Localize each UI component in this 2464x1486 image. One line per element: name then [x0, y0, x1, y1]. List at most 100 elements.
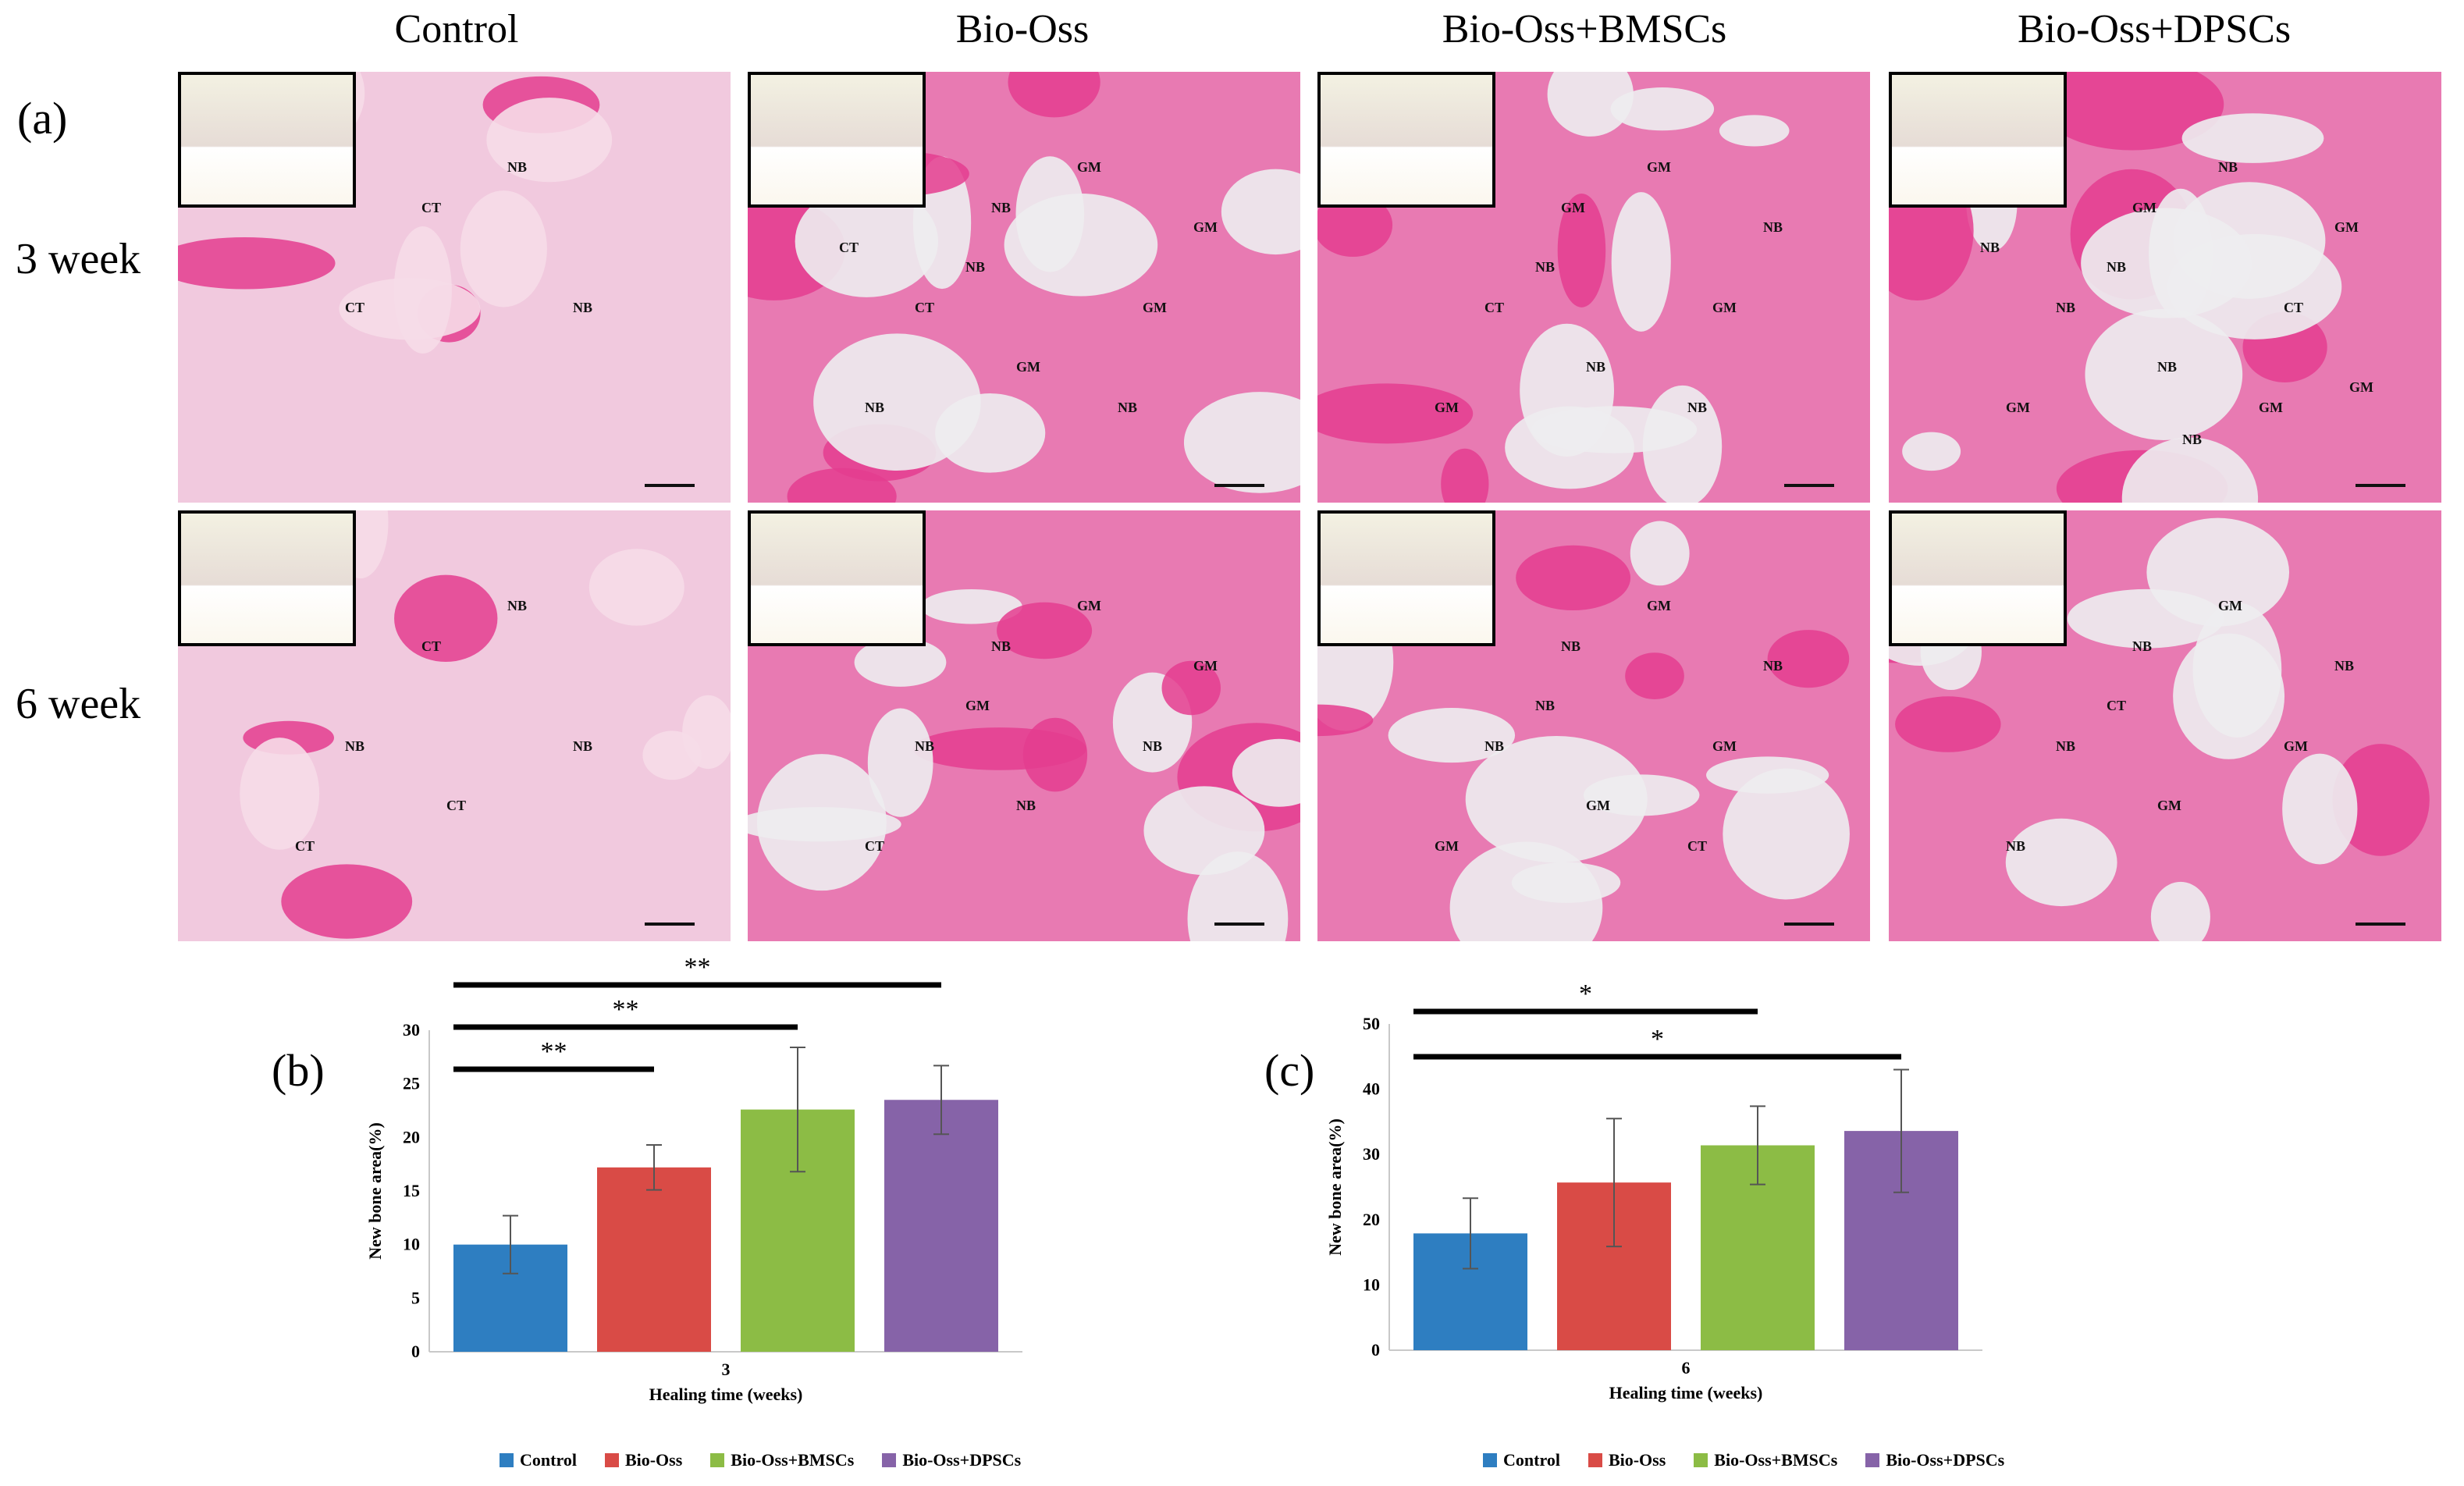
tissue-tag: GM — [2259, 400, 2283, 415]
tissue-tag: NB — [2056, 300, 2076, 315]
tissue-tag: GM — [1193, 658, 1218, 674]
legend-item: Bio-Oss+BMSCs — [1694, 1450, 1837, 1470]
tissue-tag: NB — [573, 300, 593, 315]
scale-bar — [645, 484, 695, 487]
tissue-tag: NB — [507, 159, 528, 175]
histology-tile-r1c2: NB GM NB GM GM GM NB NB CT — [1317, 510, 1870, 941]
tissue-tag: NB — [2157, 359, 2178, 375]
histology-image — [1889, 72, 2441, 503]
tissue-tag: NB — [507, 598, 528, 613]
overview-inset — [748, 72, 926, 208]
scale-bar — [1214, 923, 1264, 926]
tissue-tag: NB — [1980, 240, 2000, 255]
legend-swatch — [604, 1453, 619, 1467]
tissue-tag: NB — [865, 400, 885, 415]
legend-label: Bio-Oss — [1608, 1450, 1666, 1470]
tissue-tag: GM — [1712, 300, 1737, 315]
overview-inset — [178, 510, 356, 646]
legend-swatch — [1483, 1453, 1497, 1467]
x-tick-label: 6 — [1682, 1358, 1691, 1378]
legend-b: Control Bio-Oss Bio-Oss+BMSCs Bio-Oss+DPSCs — [500, 1450, 1021, 1470]
tissue-tag: NB — [1535, 259, 1556, 275]
tissue-tag: GM — [1586, 798, 1610, 813]
tissue-tag: NB — [2107, 259, 2127, 275]
y-tick-label: 30 — [1363, 1144, 1380, 1164]
column-header-bio-oss: Bio-Oss — [955, 7, 1090, 52]
y-tick-label: 30 — [403, 1020, 420, 1040]
row-header-3-week: 3 week — [16, 235, 141, 283]
tissue-tag: GM — [1647, 598, 1671, 613]
scale-bar — [1784, 484, 1834, 487]
tissue-tag: NB — [1687, 400, 1708, 415]
scale-bar — [2356, 923, 2405, 926]
tissue-tag: NB — [2182, 432, 2203, 447]
significance-label: * — [1651, 1025, 1664, 1054]
tissue-tag: NB — [2334, 658, 2355, 674]
tissue-tag: CT — [345, 300, 365, 315]
tissue-tag: GM — [1077, 598, 1101, 613]
tissue-tag: GM — [2006, 400, 2030, 415]
y-axis-label: New bone area(%) — [1325, 1118, 1345, 1256]
y-axis-label: New bone area(%) — [365, 1122, 385, 1260]
legend-label: Bio-Oss+BMSCs — [731, 1450, 855, 1470]
legend-swatch — [1865, 1453, 1880, 1467]
legend-label: Bio-Oss+BMSCs — [1714, 1450, 1838, 1470]
tissue-tag: GM — [1016, 359, 1040, 375]
histology-tile-r0c3: GM NB NB CT NB GM GM NB GM NB NB GM — [1889, 72, 2441, 503]
histology-tile-r0c1: NB GM CT GM GM NB GM NB NB CT — [748, 72, 1300, 503]
scale-bar — [645, 923, 695, 926]
legend-item: Bio-Oss — [1588, 1450, 1666, 1470]
tissue-tag: CT — [915, 300, 935, 315]
tissue-tag: GM — [1435, 400, 1459, 415]
legend-swatch — [882, 1453, 897, 1467]
tissue-tag: CT — [1484, 300, 1505, 315]
tissue-tag: NB — [1143, 738, 1163, 754]
significance-label: ** — [613, 995, 639, 1024]
x-tick-label: 3 — [722, 1360, 731, 1379]
tissue-tag: CT — [421, 200, 442, 215]
tissue-tag: NB — [1763, 219, 1783, 235]
legend-item: Bio-Oss+DPSCs — [882, 1450, 1021, 1470]
legend-label: Control — [1503, 1450, 1560, 1470]
histology-tile-r1c3: NB GM NB GM GM NB NB CT — [1889, 510, 2441, 941]
tissue-tag: NB — [1561, 638, 1581, 654]
legend-c: Control Bio-Oss Bio-Oss+BMSCs Bio-Oss+DPSCs — [1483, 1450, 2004, 1470]
significance-label: ** — [541, 1037, 567, 1066]
chart-b: 0 5 10 15 20 25 30 New bone area(%) 3 Healing tim… — [365, 953, 1022, 1404]
overview-inset — [748, 510, 926, 646]
histology-tile-r1c1: NB GM NB NB NB CT GM GM — [748, 510, 1300, 941]
legend-swatch — [1694, 1453, 1708, 1467]
tissue-tag: NB — [1763, 658, 1783, 674]
tissue-tag: CT — [295, 838, 315, 854]
overview-inset — [178, 72, 356, 208]
y-tick-label: 5 — [411, 1288, 420, 1307]
tissue-tag: NB — [1484, 738, 1505, 754]
tissue-tag: CT — [446, 798, 467, 813]
histology-image — [748, 72, 1300, 503]
legend-label: Bio-Oss — [624, 1450, 683, 1470]
histology-tile-r1c0: CT NB NB NB CT CT — [178, 510, 731, 941]
y-tick-label: 40 — [1363, 1079, 1380, 1099]
tissue-tag: GM — [965, 698, 990, 713]
tissue-tag: GM — [1193, 219, 1218, 235]
legend-label: Bio-Oss+DPSCs — [902, 1450, 1022, 1470]
x-axis-label: Healing time (weeks) — [649, 1385, 803, 1404]
panel-c-label: (c) — [1264, 1045, 1315, 1096]
overview-inset — [1317, 72, 1495, 208]
tissue-tag: CT — [2107, 698, 2127, 713]
y-tick-label: 15 — [403, 1181, 420, 1200]
tissue-tag: GM — [2284, 738, 2308, 754]
tissue-tag: CT — [839, 240, 859, 255]
tissue-tag: NB — [1535, 698, 1556, 713]
scale-bar — [2356, 484, 2405, 487]
bar-bio-oss — [597, 1167, 711, 1352]
histology-tile-r0c2: GM GM CT GM NB GM NB NB NB — [1317, 72, 1870, 503]
tissue-tag: NB — [2056, 738, 2076, 754]
scale-bar — [1784, 923, 1834, 926]
significance-label: * — [1579, 983, 1592, 1008]
y-tick-label: 0 — [411, 1342, 420, 1361]
tissue-tag: GM — [1647, 159, 1671, 175]
tissue-tag: CT — [2284, 300, 2304, 315]
legend-swatch — [500, 1453, 514, 1467]
y-tick-label: 20 — [1363, 1210, 1380, 1229]
